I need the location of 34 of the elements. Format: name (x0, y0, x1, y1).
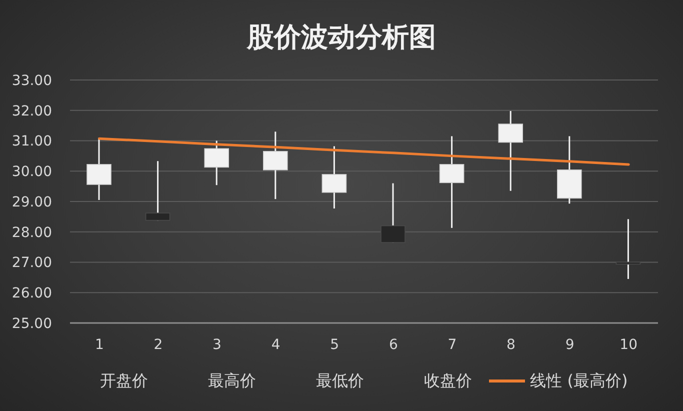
candlestick (204, 140, 229, 186)
candlestick (263, 130, 288, 200)
x-tick-label: 6 (388, 336, 398, 353)
y-tick-label: 32.00 (12, 103, 52, 120)
x-tick-label: 5 (330, 336, 340, 353)
y-tick-label: 25.00 (12, 316, 52, 332)
x-tick-label: 10 (620, 336, 638, 353)
y-tick-label: 27.00 (12, 255, 52, 272)
x-tick-label: 7 (448, 336, 457, 353)
text: 收盘价 (424, 371, 472, 391)
x-tick-label: 9 (565, 336, 574, 353)
candlestick (145, 160, 170, 222)
candlestick (498, 110, 523, 192)
y-tick-label: 31.00 (12, 134, 52, 150)
line-series (98, 137, 630, 166)
text: 开盘价 (100, 371, 148, 391)
candlestick (86, 136, 112, 201)
x-tick-label: 2 (154, 336, 163, 353)
y-tick-label: 26.00 (12, 286, 52, 302)
x-tick-label: 8 (506, 336, 516, 353)
x-tick-label: 3 (212, 336, 222, 353)
candlestick (439, 135, 464, 229)
x-tick-label: 1 (94, 336, 104, 353)
y-tick-label: 30.00 (12, 164, 52, 180)
y-tick-label: 29.00 (12, 194, 52, 210)
chart-title: 股价波动分析图 (246, 21, 437, 55)
text: 最高价 (208, 371, 256, 391)
y-tick-label: 33.00 (12, 72, 52, 89)
candlestick (322, 145, 347, 210)
y-tick-label: 28.00 (12, 224, 52, 241)
candlestick (380, 182, 406, 244)
x-tick-label: 4 (271, 336, 280, 353)
text: 最低价 (316, 371, 364, 391)
legend-label: 线性 (最高价) (530, 371, 628, 391)
